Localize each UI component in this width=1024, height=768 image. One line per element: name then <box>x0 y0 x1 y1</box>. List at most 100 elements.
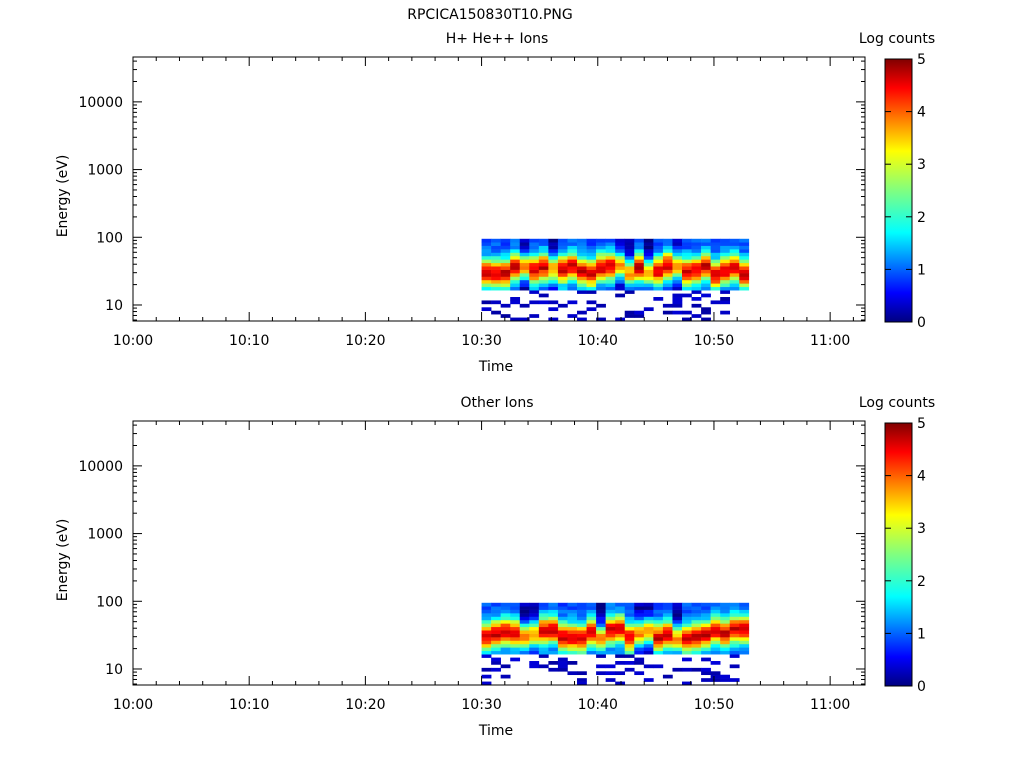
heatmap-cell <box>605 633 616 638</box>
heatmap-cell <box>653 616 664 621</box>
heatmap-cell <box>710 633 721 638</box>
heatmap-cell <box>662 262 673 267</box>
heatmap-cell <box>500 626 511 631</box>
heatmap-cell <box>672 300 683 305</box>
heatmap-cell <box>662 630 673 634</box>
heatmap-cell <box>643 307 654 312</box>
heatmap-cell <box>519 283 530 288</box>
heatmap-cell <box>481 273 492 277</box>
heatmap-cell <box>701 616 711 621</box>
heatmap-cell <box>548 626 559 631</box>
heatmap-cell <box>720 647 731 652</box>
heatmap-cell <box>672 626 683 631</box>
heatmap-cell <box>491 633 501 638</box>
colorbar-tick-label: 3 <box>917 521 926 537</box>
heatmap-cell <box>500 643 511 648</box>
heatmap-cell <box>596 647 606 652</box>
heatmap-cell <box>586 619 597 624</box>
heatmap-cell <box>615 249 626 253</box>
x-tick-label: 10:10 <box>229 333 269 349</box>
colorbar-frame <box>884 58 913 323</box>
heatmap-cell <box>739 637 750 641</box>
heatmap-cell <box>577 317 587 322</box>
panel-other-ions: Other Ions 10:00 10:10 10:20 10:30 10:40 10:5… <box>55 395 935 739</box>
heatmap-cell <box>500 633 511 638</box>
heatmap-cell <box>596 619 606 624</box>
heatmap-cell <box>710 269 721 274</box>
heatmap-cell <box>682 255 692 260</box>
heatmap-cell <box>538 664 549 669</box>
heatmap-cell <box>615 255 626 260</box>
heatmap-cell <box>682 623 692 628</box>
heatmap-cell <box>682 273 692 277</box>
heatmap-cell <box>548 283 559 288</box>
heatmap-cell <box>510 238 521 243</box>
heatmap-cell <box>720 279 731 284</box>
heatmap-cell <box>662 674 673 679</box>
heatmap-cell <box>634 643 645 648</box>
heatmap-cell <box>481 238 492 243</box>
heatmap-cell <box>624 276 635 281</box>
heatmap-cell <box>615 279 626 284</box>
heatmap-cell <box>739 619 750 624</box>
heatmap-cell <box>720 626 731 631</box>
heatmap-cell <box>701 647 711 652</box>
heatmap-cell <box>577 290 587 294</box>
heatmap-cell <box>548 238 559 243</box>
heatmap-cell <box>682 317 692 322</box>
heatmap-cell <box>500 637 511 641</box>
heatmap-cell <box>662 602 673 607</box>
heatmap-cell <box>682 245 692 250</box>
heatmap-cell <box>567 259 578 264</box>
heatmap-cell <box>500 314 511 318</box>
heatmap-cell <box>729 623 740 628</box>
heatmap-cell <box>510 259 521 264</box>
heatmap-cell <box>643 647 654 652</box>
heatmap-cell <box>643 266 654 270</box>
heatmap-cell <box>605 273 616 277</box>
heatmap-cell <box>577 637 587 641</box>
heatmap-cell <box>605 613 616 617</box>
heatmap-cell <box>615 661 626 665</box>
heatmap-cell <box>519 249 530 253</box>
heatmap-cell <box>538 630 549 634</box>
heatmap-cell <box>624 640 635 645</box>
heatmap-cell <box>643 623 654 628</box>
heatmap-cell <box>672 667 683 672</box>
heatmap-cell <box>519 252 530 257</box>
heatmap-cell <box>519 262 530 267</box>
heatmap-cell <box>662 650 673 655</box>
heatmap-cell <box>538 640 549 645</box>
heatmap-cell <box>577 616 587 621</box>
heatmap-cell <box>510 643 521 648</box>
heatmap-cell <box>519 238 530 243</box>
heatmap-cell <box>548 630 559 634</box>
heatmap-cell <box>510 606 521 610</box>
heatmap-cell <box>720 252 731 257</box>
heatmap-cell <box>567 626 578 631</box>
heatmap-cell <box>500 262 511 267</box>
heatmap-cell <box>682 647 692 652</box>
heatmap-cell <box>491 647 501 652</box>
heatmap-cell <box>510 317 521 322</box>
heatmap-cell <box>605 259 616 264</box>
heatmap-cell <box>529 650 540 655</box>
heatmap-cell <box>682 619 692 624</box>
heatmap-cell <box>682 310 692 315</box>
x-tick-label: 10:40 <box>578 697 618 713</box>
heatmap-cell <box>643 252 654 257</box>
heatmap-cell <box>557 279 568 284</box>
heatmap-cell <box>729 276 740 281</box>
heatmap-cell <box>519 273 530 277</box>
heatmap-cell <box>624 314 635 318</box>
heatmap-cell <box>596 249 606 253</box>
heatmap-cell <box>529 619 540 624</box>
heatmap-cell <box>643 609 654 614</box>
heatmap-cell <box>596 269 606 274</box>
heatmap-cell <box>672 637 683 641</box>
heatmap-cell <box>491 252 501 257</box>
heatmap-cell <box>557 613 568 617</box>
heatmap-cell <box>510 252 521 257</box>
heatmap-cell <box>567 650 578 655</box>
heatmap-cell <box>720 630 731 634</box>
